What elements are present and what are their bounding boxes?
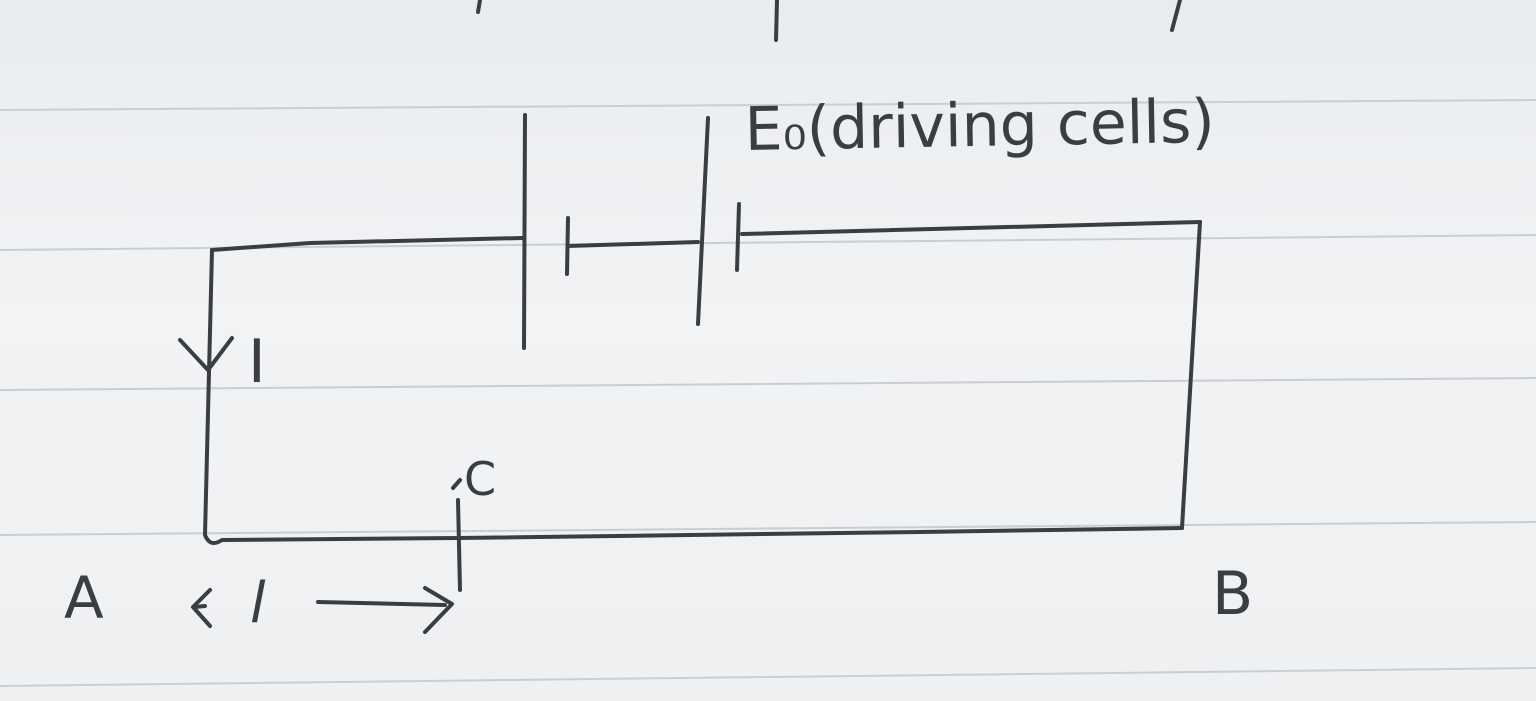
wire-right: [1180, 220, 1202, 530]
wire-bottom: [203, 526, 1184, 546]
point-a-label: A: [64, 564, 104, 632]
circuit-wires: [203, 220, 1202, 546]
source-label: E₀(driving cells): [744, 87, 1215, 165]
wire-top-left: [210, 236, 524, 252]
current-arrow: [178, 336, 234, 372]
current-label: I: [248, 327, 266, 397]
point-b-label: B: [1212, 559, 1253, 629]
wire-top-right: [740, 220, 1202, 236]
cell-1-long-plate: [522, 113, 527, 350]
cell-2-long-plate: [696, 116, 710, 326]
point-c-label: C: [464, 452, 496, 506]
wire-between-cells: [566, 240, 700, 248]
length-arrow: [191, 586, 454, 634]
top-edge-strokes: [476, 0, 1182, 42]
battery-cells: [522, 113, 741, 350]
cell-1-short-plate: [565, 216, 570, 276]
jockey-c-marker: [451, 478, 462, 592]
wire-left: [203, 248, 214, 537]
ruled-lines: [0, 99, 1536, 687]
cell-2-short-plate: [735, 202, 741, 272]
length-label: l: [250, 571, 266, 636]
